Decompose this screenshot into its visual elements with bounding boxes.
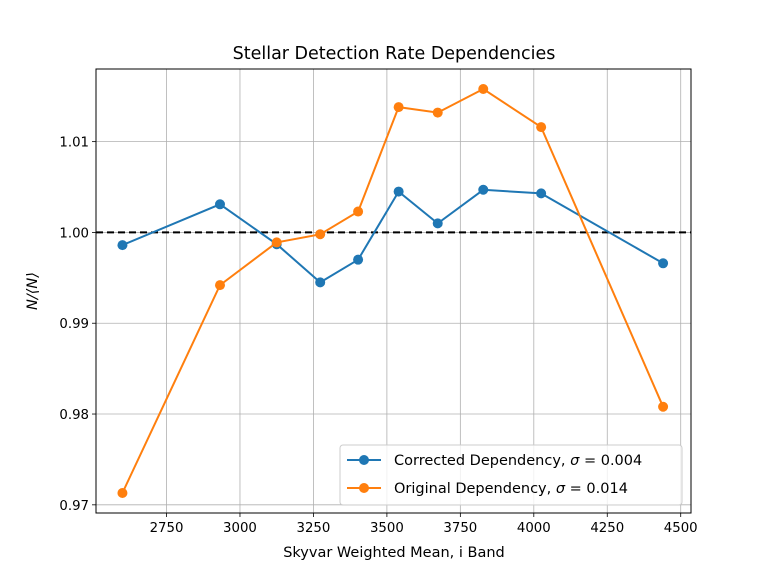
data-point <box>658 401 669 412</box>
x-tick-label: 4250 <box>590 521 624 536</box>
y-tick-label: 1.01 <box>59 136 89 151</box>
series-line <box>121 87 665 494</box>
data-point <box>214 280 225 291</box>
x-tick-label: 2750 <box>150 521 184 536</box>
legend-marker-original <box>359 483 369 493</box>
data-point <box>315 229 326 240</box>
data-point <box>478 83 489 94</box>
y-axis-label: N/⟨N⟩ <box>25 272 41 310</box>
legend-entry-original: Original Dependency, σ = 0.014 <box>347 481 628 497</box>
series-group <box>117 83 669 499</box>
legend-entry-corrected: Corrected Dependency, σ = 0.004 <box>347 453 642 469</box>
grid <box>96 69 691 513</box>
data-point <box>536 122 547 133</box>
data-point <box>353 254 364 265</box>
series-original <box>117 83 669 499</box>
data-point <box>432 218 443 229</box>
x-axis-label: Skyvar Weighted Mean, i Band <box>283 545 505 561</box>
x-tick-label: 3250 <box>297 521 331 536</box>
data-point <box>315 277 326 288</box>
data-point <box>214 199 225 210</box>
data-point <box>117 488 128 499</box>
data-point <box>393 102 404 113</box>
x-tick-label: 4500 <box>664 521 698 536</box>
data-point <box>353 206 364 217</box>
legend-label-corrected: Corrected Dependency, σ = 0.004 <box>394 453 642 469</box>
plot-frame <box>95 68 692 514</box>
legend-label-original: Original Dependency, σ = 0.014 <box>394 481 628 497</box>
y-tick-label: 0.99 <box>59 317 89 332</box>
axis-ticks: 2750 3000 3250 3500 3750 4000 4250 4500 0.97 0.98… <box>59 136 697 536</box>
data-point <box>432 107 443 118</box>
x-tick-label: 3000 <box>223 521 257 536</box>
data-point <box>536 188 547 199</box>
x-tick-label: 3750 <box>443 521 477 536</box>
x-tick-label: 3500 <box>370 521 404 536</box>
y-tick-label: 0.97 <box>59 499 89 514</box>
legend: Corrected Dependency, σ = 0.004 Original… <box>339 444 683 506</box>
data-point <box>271 237 282 248</box>
legend-box <box>339 444 683 506</box>
data-point <box>393 186 404 197</box>
legend-marker-corrected <box>359 455 369 465</box>
data-point <box>658 258 669 269</box>
y-tick-label: 0.98 <box>59 408 89 423</box>
data-point <box>478 184 489 195</box>
x-tick-label: 4000 <box>517 521 551 536</box>
y-tick-label: 1.00 <box>59 226 89 241</box>
chart-title: Stellar Detection Rate Dependencies <box>233 44 556 64</box>
series-line <box>122 188 664 284</box>
data-point <box>117 240 128 251</box>
